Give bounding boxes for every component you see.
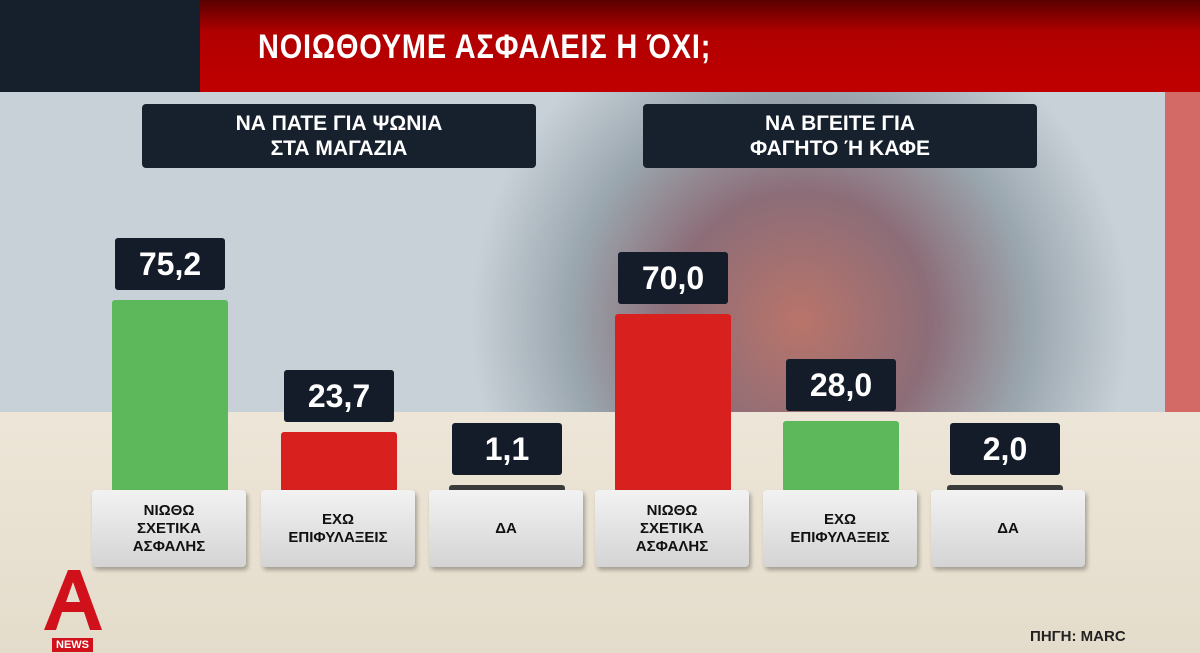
category-label: ΝΙΩΘΩ ΣΧΕΤΙΚΑ ΑΣΦΑΛΗΣ [595,490,749,567]
bar [449,485,565,492]
category-label: ΔΑ [429,490,583,567]
bar [783,420,899,492]
bar [281,431,397,492]
page-title: ΝΟΙΩΘΟΥΜΕ ΑΣΦΑΛΕΙΣ Η ΌΧΙ; [258,28,712,66]
category-label: ΔΑ [931,490,1085,567]
category-label: ΝΙΩΘΩ ΣΧΕΤΙΚΑ ΑΣΦΑΛΗΣ [92,490,246,567]
data-label: 1,1 [452,423,562,475]
data-label: 23,7 [284,369,394,422]
group-title: ΝΑ ΠΑΤΕ ΓΙΑ ΨΩΝΙΑ ΣΤΑ ΜΑΓΑΖΙΑ [142,104,536,168]
bar [947,485,1063,492]
news-badge: NEWS [52,638,93,652]
background-strip [1165,92,1200,412]
category-label: ΕΧΩ ΕΠΙΦΥΛΑΞΕΙΣ [763,490,917,567]
source-label: ΠΗΓΗ: MARC [1030,628,1126,645]
alpha-logo-icon [44,570,102,630]
data-label: 70,0 [618,251,728,304]
data-label: 28,0 [786,358,896,411]
data-label: 75,2 [115,238,225,291]
data-label: 2,0 [950,423,1060,475]
bar [615,313,731,492]
bar [112,300,228,492]
category-label: ΕΧΩ ΕΠΙΦΥΛΑΞΕΙΣ [261,490,415,567]
group-title: ΝΑ ΒΓΕΙΤΕ ΓΙΑ ΦΑΓΗΤΟ Ή ΚΑΦΕ [643,104,1037,168]
title-bar [200,0,1200,92]
